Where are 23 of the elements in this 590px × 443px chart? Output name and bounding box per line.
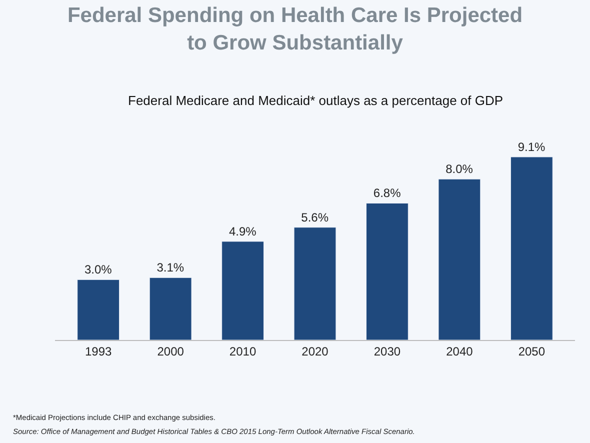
data-label: 8.0% — [446, 162, 474, 176]
x-tick-label: 2030 — [374, 344, 401, 358]
bar — [149, 277, 192, 340]
data-label: 3.1% — [156, 260, 184, 275]
chart-title: Federal Spending on Health Care Is Projected to Grow Substantially — [67, 4, 523, 54]
x-tick-label: 2050 — [518, 344, 546, 358]
bar — [438, 178, 481, 340]
data-label: 3.0% — [84, 262, 112, 277]
x-tick-label: 2010 — [229, 344, 256, 358]
x-tick-label: 2000 — [157, 344, 184, 358]
data-label: 6.8% — [373, 186, 402, 200]
bar — [222, 241, 264, 340]
x-tick-label: 2020 — [302, 344, 329, 358]
data-label: 5.6% — [301, 210, 329, 224]
bar — [77, 279, 120, 340]
x-tick-label: 1993 — [84, 344, 112, 358]
chart-subtitle: Federal Medicare and Medicaid* outlays as a percentage of GDP — [128, 93, 504, 108]
data-label: 9.1% — [518, 140, 546, 154]
data-label: 4.9% — [228, 224, 257, 238]
x-tick-label: 2040 — [446, 344, 474, 358]
bar — [510, 156, 553, 340]
bar — [294, 227, 336, 340]
bar — [366, 202, 408, 340]
